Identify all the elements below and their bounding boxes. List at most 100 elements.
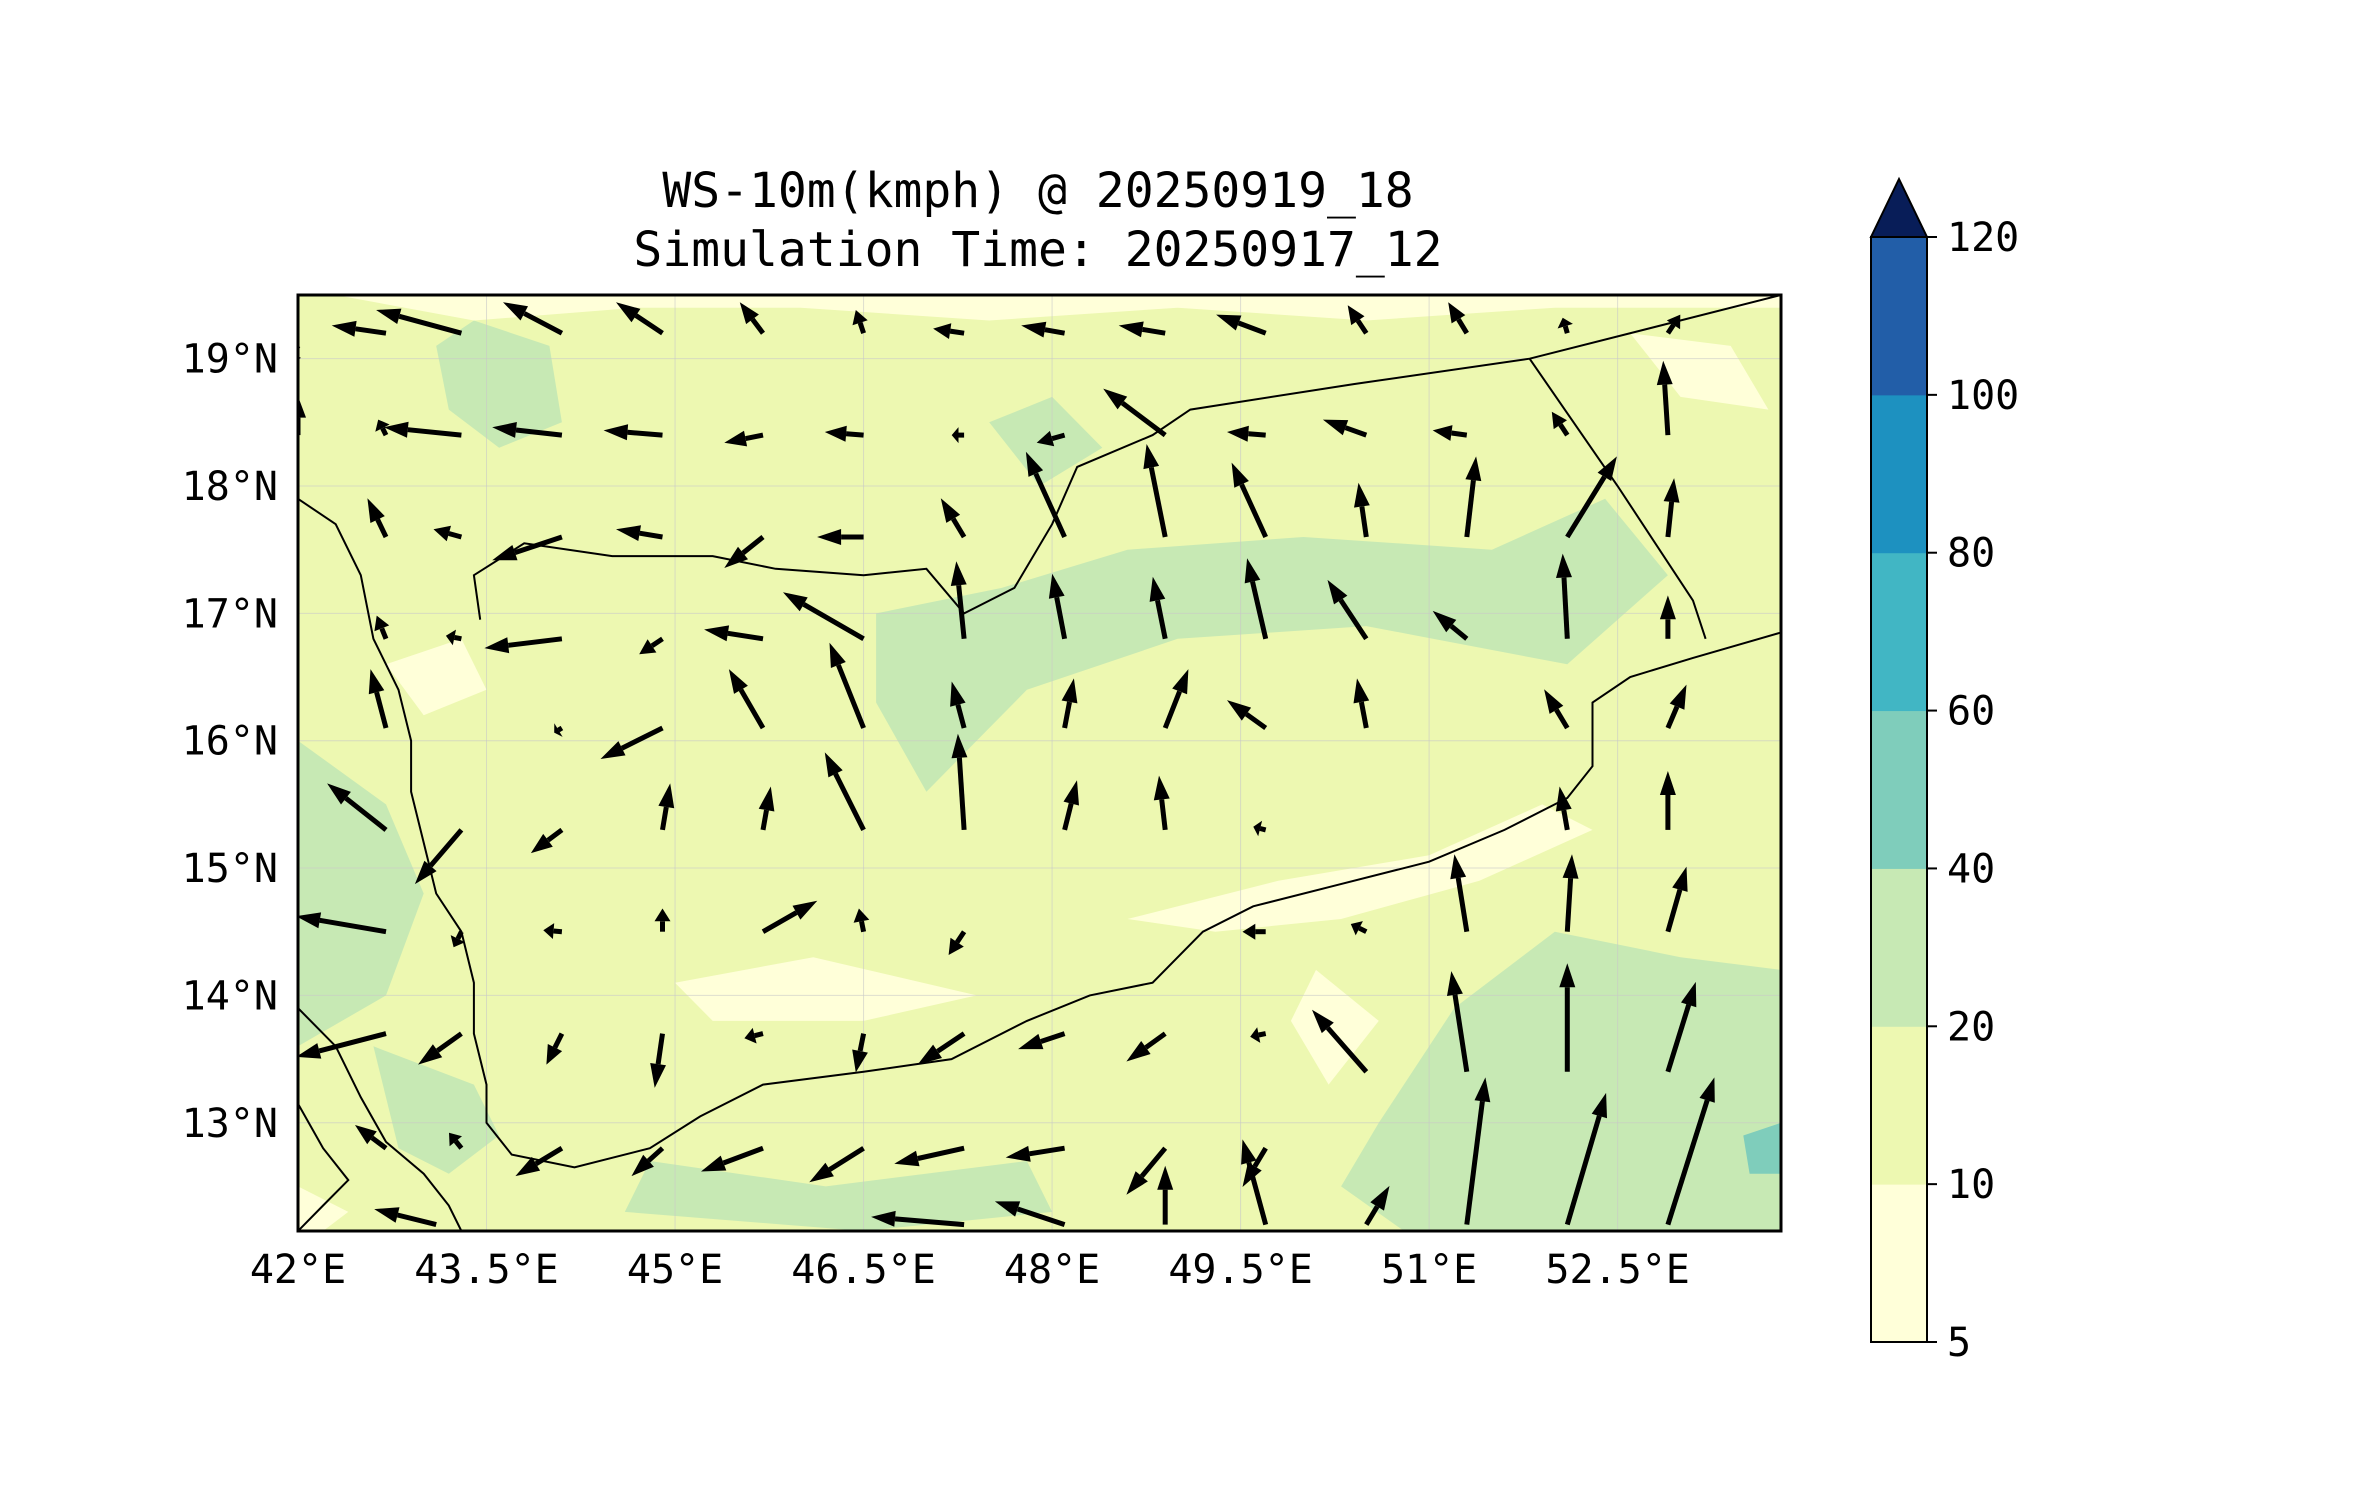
wind-arrow-shaft <box>1258 1031 1267 1038</box>
wind-arrow-shaft <box>1665 1099 1710 1226</box>
wind-speed-band-region <box>298 1186 349 1231</box>
wind-arrow <box>744 1027 764 1044</box>
wind-arrow-head <box>445 629 456 646</box>
wind-arrow <box>355 1125 388 1151</box>
wind-arrow-head <box>1242 923 1256 940</box>
wind-arrow-head <box>492 422 517 438</box>
latitude-tick-label: 14°N <box>182 973 278 1019</box>
wind-arrow-head <box>543 923 555 939</box>
wind-arrow-head <box>824 752 843 778</box>
colorbar-tick-label: 80 <box>1947 531 1995 577</box>
wind-arrow <box>1565 456 1617 539</box>
wind-arrow-head <box>948 937 964 955</box>
wind-arrow-head <box>1048 573 1065 599</box>
wind-arrow-shaft <box>355 326 387 336</box>
wind-arrow <box>1350 921 1368 936</box>
colorbar-extend-triangle <box>1869 176 1929 238</box>
wind-arrow <box>1665 981 1697 1073</box>
wind-arrow-shaft <box>1054 596 1068 640</box>
wind-arrow-shaft <box>955 704 967 729</box>
wind-arrow <box>852 1033 868 1073</box>
wind-arrow <box>600 725 664 759</box>
wind-arrow-shaft <box>722 1145 764 1166</box>
wind-arrow-shaft <box>1155 599 1168 640</box>
wind-arrow <box>1061 678 1078 729</box>
wind-arrow-head <box>1450 854 1467 880</box>
wind-arrow <box>414 828 464 885</box>
wind-arrow <box>1312 1009 1369 1074</box>
wind-arrow-head <box>792 900 818 920</box>
wind-arrow <box>1464 456 1482 538</box>
wind-speed-band-region <box>624 1161 1053 1231</box>
wind-arrow-head <box>1126 1171 1148 1195</box>
wind-arrow <box>1447 971 1470 1073</box>
wind-arrow <box>492 422 563 438</box>
wind-arrow-head <box>744 1027 757 1044</box>
wind-arrow-shaft <box>1452 994 1470 1073</box>
wind-arrow <box>1564 1092 1607 1226</box>
wind-arrow-shaft <box>1565 475 1607 539</box>
latitude-tick-label: 16°N <box>182 719 278 765</box>
wind-arrow-head <box>327 783 351 805</box>
wind-arrow-shaft <box>375 518 389 539</box>
wind-arrow-shaft <box>1144 1031 1167 1050</box>
wind-arrow-head <box>492 545 518 561</box>
wind-arrow <box>1551 411 1570 437</box>
wind-arrow <box>1464 1077 1491 1225</box>
wind-arrow <box>940 498 967 539</box>
wind-arrow-head <box>852 310 868 326</box>
wind-arrow <box>1244 558 1269 640</box>
wind-arrow-head <box>1327 579 1348 605</box>
latitude-tick-label: 15°N <box>182 846 278 892</box>
wind-arrow <box>1005 1145 1065 1162</box>
wind-arrow <box>1143 444 1168 538</box>
wind-arrow-shaft <box>1561 809 1570 831</box>
wind-arrow-shaft <box>1665 501 1675 538</box>
wind-arrow-head <box>1126 1041 1151 1062</box>
wind-arrow <box>1157 1165 1174 1225</box>
wind-arrow-head <box>1244 558 1261 584</box>
wind-arrow-shaft <box>1248 431 1266 438</box>
wind-arrow <box>1665 314 1681 335</box>
wind-arrow-head <box>1465 456 1482 482</box>
wind-arrow-head <box>1036 430 1055 447</box>
wind-arrow-shaft <box>396 1212 437 1228</box>
wind-arrow-head <box>368 669 385 695</box>
wind-arrow <box>616 525 663 541</box>
wind-arrow-head <box>484 637 510 654</box>
longitude-tick-label: 45°E <box>627 1247 723 1293</box>
wind-arrow-shaft <box>1062 701 1072 729</box>
wind-arrow-head <box>616 525 641 541</box>
wind-arrow-head <box>894 1150 920 1167</box>
wind-arrow-head <box>530 833 553 854</box>
colorbar-segment <box>1871 710 1927 869</box>
wind-arrow <box>554 723 564 737</box>
wind-arrow <box>1557 317 1573 334</box>
wind-arrow <box>1021 321 1066 338</box>
wind-arrow-shaft <box>845 431 864 438</box>
wind-arrow <box>449 1132 464 1150</box>
wind-arrow-head <box>418 1044 443 1065</box>
wind-arrow-shaft <box>1062 802 1074 831</box>
wind-arrow-shaft <box>557 725 564 733</box>
wind-arrow-shaft <box>620 725 664 751</box>
wind-arrow-shaft <box>1239 483 1268 539</box>
wind-arrow-head <box>1591 1092 1607 1119</box>
wind-arrow-head <box>1250 1027 1261 1043</box>
wind-arrow-shaft <box>836 664 866 729</box>
wind-arrow-shaft <box>1252 1146 1268 1168</box>
wind-arrow <box>1126 1031 1167 1062</box>
wind-arrow <box>809 1146 865 1183</box>
colorbar-frame <box>1870 236 1928 1343</box>
wind-arrow-head <box>1025 451 1044 477</box>
wind-arrow-shaft <box>1562 325 1570 334</box>
wind-arrow-shaft <box>453 1139 464 1150</box>
wind-arrow <box>503 302 564 336</box>
wind-speed-band-region <box>436 320 562 448</box>
wind-arrow <box>1216 314 1267 336</box>
wind-arrow-head <box>1562 854 1579 879</box>
wind-arrow-head <box>829 642 846 668</box>
wind-arrow <box>1162 669 1189 729</box>
wind-arrow <box>1018 1031 1066 1050</box>
colorbar-segment <box>1871 1184 1927 1343</box>
